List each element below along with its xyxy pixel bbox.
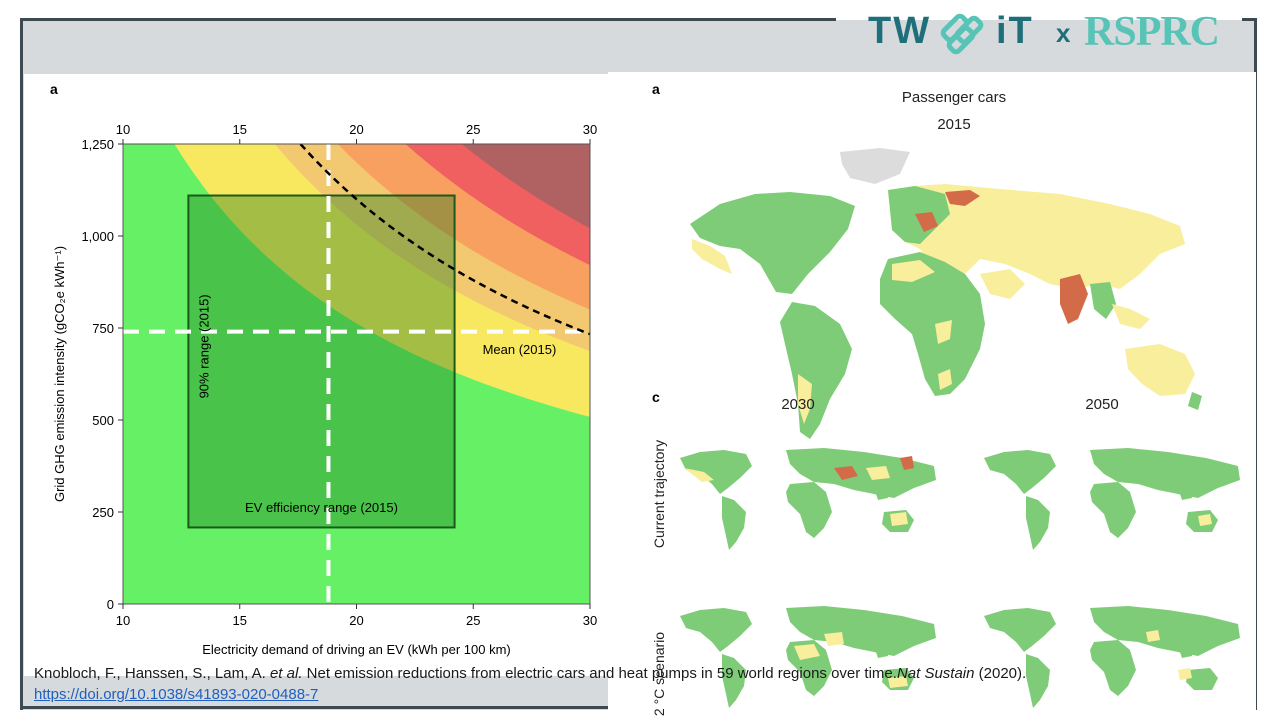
citation-authors: Knobloch, F., Hanssen, S., Lam, A. [34,665,270,682]
frame-top-line-right [1242,18,1256,21]
logo-text-rsprc: RSPRC [1084,9,1220,55]
x-tick-label-bottom-20: 20 [349,613,363,628]
ev-efficiency-box [187,194,456,529]
y-tick-label-1,000: 1,000 [81,229,114,244]
right-map-panel: a Passenger cars 2015 c 2030 2050 Curren… [608,72,1256,720]
citation-etal: et al. [269,665,303,682]
y-tick-label-1,250: 1,250 [81,137,114,152]
mean-annotation: Mean (2015) [483,342,557,357]
twist-icon [934,4,992,63]
world-map-2015 [690,148,1202,439]
band-5 [461,144,590,229]
frame-top-line [22,18,836,21]
row-label-2c-scenario: 2 °C scenario [651,632,667,716]
panel-label-map-c: c [652,389,660,405]
panel-label-a: a [50,81,58,97]
range-90-annotation: 90% range (2015) [196,294,211,398]
x-tick-label-bottom-30: 30 [583,613,597,628]
row-label-current-trajectory: Current trajectory [651,440,667,548]
map-2050-2c-scenario [984,606,1240,708]
ev-range-annotation: EV efficiency range (2015) [245,500,398,515]
y-tick-label-750: 750 [92,321,114,336]
citation-year: (2020). [974,665,1027,682]
logo-text-tw: TW [868,10,932,52]
x-tick-label-bottom-10: 10 [116,613,130,628]
left-chart-panel: a 10 10 15 15 20 20 25 25 30 30 0 250 500 750 1,000 1,2… [24,74,610,676]
map-2030-2c-scenario [680,606,936,708]
chart-axes: 10 10 15 15 20 20 25 25 30 30 0 250 500 750 1,000 1,250 [81,122,597,628]
y-axis-label: Grid GHG emission intensity (gCO₂e kWh⁻¹… [52,246,67,502]
frame-bottom-line [20,706,610,709]
panel-label-map-a: a [652,81,660,97]
citation: Knobloch, F., Hanssen, S., Lam, A. et al… [34,663,1074,705]
world-maps-figure: a Passenger cars 2015 c 2030 2050 Curren… [651,81,1240,716]
chart-overlays [123,144,590,604]
logo-text-it: iT [996,10,1034,52]
x-tick-label-bottom-15: 15 [233,613,247,628]
brand-logo: TW iT x RSPRC [862,4,1222,60]
y-tick-label-250: 250 [92,505,114,520]
emission-intensity-chart: a 10 10 15 15 20 20 25 25 30 30 0 250 500 750 1,000 1,2… [50,81,597,657]
map-subtitle-2015: 2015 [937,116,970,133]
y-tick-label-500: 500 [92,413,114,428]
y-tick-label-0: 0 [107,597,114,612]
frame-left-line [20,18,23,710]
x-tick-label-top-30: 30 [583,122,597,137]
x-tick-label-top-20: 20 [349,122,363,137]
x-tick-label-top-10: 10 [116,122,130,137]
x-tick-label-top-15: 15 [233,122,247,137]
column-label-2050: 2050 [1085,396,1118,413]
map-2050-current-trajectory [984,448,1240,550]
x-axis-label: Electricity demand of driving an EV (kWh… [202,642,511,657]
map-2030-current-trajectory [680,448,936,550]
x-tick-label-bottom-25: 25 [466,613,480,628]
citation-title: Net emission reductions from electric ca… [302,665,897,682]
x-tick-label-top-25: 25 [466,122,480,137]
citation-doi-link[interactable]: https://doi.org/10.1038/s41893-020-0488-… [34,686,319,703]
map-title: Passenger cars [902,89,1006,106]
column-label-2030: 2030 [781,396,814,413]
citation-journal: Nat Sustain [896,665,975,682]
logo-text-x: x [1056,18,1071,48]
